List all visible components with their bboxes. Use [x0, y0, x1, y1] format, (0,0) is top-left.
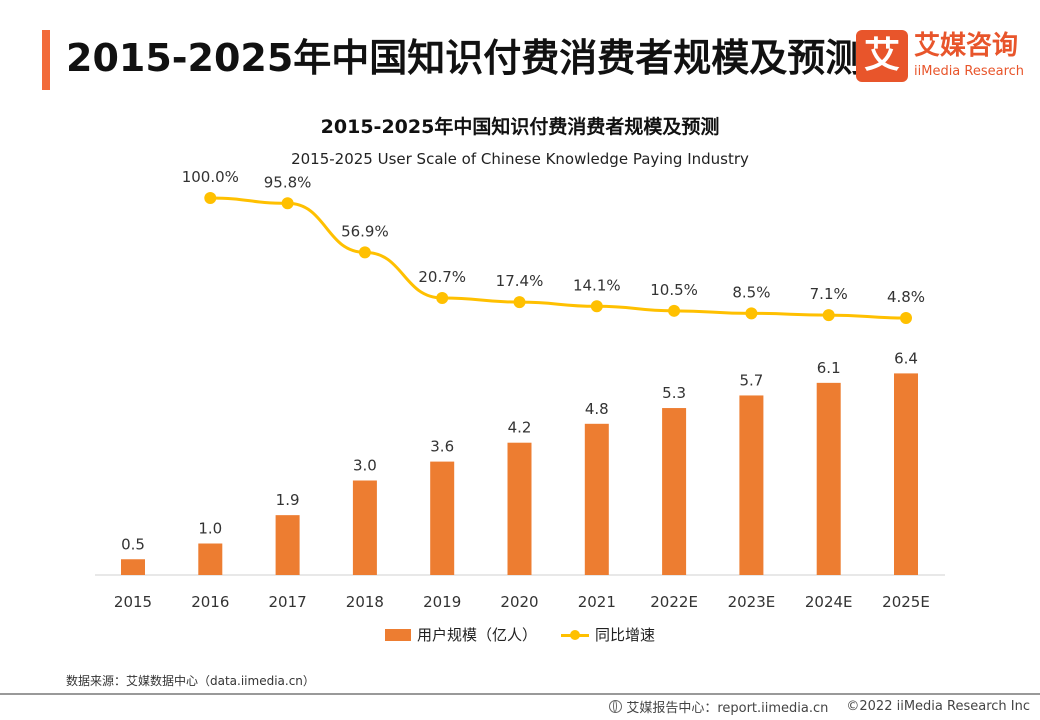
- globe-icon: [609, 700, 623, 713]
- growth-label-2022E: 10.5%: [650, 281, 698, 299]
- bar-2024E: [816, 382, 841, 575]
- bar-label-2020: 4.2: [508, 419, 532, 437]
- bar-label-2015: 0.5: [121, 535, 145, 553]
- x-tick-label-2020: 2020: [500, 593, 538, 611]
- x-tick-label-2024E: 2024E: [805, 593, 853, 611]
- growth-label-2018: 56.9%: [341, 222, 389, 240]
- bar-label-2018: 3.0: [353, 457, 377, 475]
- growth-label-2025E: 4.8%: [887, 288, 925, 306]
- growth-point-2019: [436, 291, 449, 304]
- growth-point-2022E: [668, 304, 681, 317]
- legend-bar-label: 用户规模（亿人）: [416, 626, 537, 644]
- legend-item-line: 同比增速: [561, 624, 655, 645]
- growth-label-2023E: 8.5%: [732, 283, 770, 301]
- bar-2022E: [662, 408, 687, 575]
- legend-line-swatch: [561, 629, 589, 641]
- bar-2020: [507, 442, 532, 575]
- bar-label-2016: 1.0: [198, 520, 222, 538]
- x-tick-label-2017: 2017: [269, 593, 307, 611]
- growth-label-2020: 17.4%: [496, 272, 544, 290]
- x-tick-label-2025E: 2025E: [882, 593, 930, 611]
- growth-label-2021: 14.1%: [573, 276, 621, 294]
- report-center-link[interactable]: 艾媒报告中心：report.iimedia.cn: [626, 701, 829, 716]
- legend-item-bar: 用户规模（亿人）: [384, 624, 537, 645]
- growth-label-2016: 100.0%: [182, 168, 239, 186]
- footer-bar: 艾媒报告中心：report.iimedia.cn ©2022 iiMedia R…: [609, 697, 1030, 716]
- bar-2021: [584, 423, 609, 575]
- bar-2019: [430, 461, 455, 575]
- growth-point-2024E: [822, 309, 835, 322]
- x-tick-label-2019: 2019: [423, 593, 461, 611]
- bar-label-2021: 4.8: [585, 400, 609, 418]
- growth-point-2025E: [900, 312, 912, 324]
- x-tick-label-2021: 2021: [578, 593, 616, 611]
- logo-mark-icon: 艾: [856, 30, 908, 82]
- x-tick-label-2023E: 2023E: [728, 593, 776, 611]
- bar-2023E: [739, 395, 764, 575]
- growth-label-2019: 20.7%: [418, 268, 466, 286]
- legend-bar-swatch: [384, 628, 411, 641]
- bar-2015: [121, 559, 145, 575]
- bar-label-2017: 1.9: [276, 491, 300, 509]
- page-title: 2015-2025年中国知识付费消费者规模及预测: [66, 36, 864, 80]
- chart-subtitle: 2015-2025 User Scale of Chinese Knowledg…: [291, 150, 749, 168]
- growth-rate-line: [210, 196, 907, 320]
- bar-2018: [352, 480, 377, 575]
- bar-2025E: [894, 373, 918, 575]
- chart-legend: 用户规模（亿人） 同比增速: [0, 624, 1040, 645]
- footer-divider: [0, 693, 1040, 695]
- bar-2017: [275, 515, 300, 575]
- x-tick-label-2016: 2016: [191, 593, 229, 611]
- bar-label-2024E: 6.1: [817, 359, 841, 377]
- growth-label-2017: 95.8%: [264, 173, 312, 191]
- growth-point-2017: [281, 197, 294, 210]
- logo-text-en: iiMedia Research: [914, 64, 1025, 79]
- x-tick-label-2018: 2018: [346, 593, 384, 611]
- growth-point-2020: [513, 296, 526, 309]
- growth-point-2016: [204, 192, 217, 204]
- bar-2016: [198, 543, 223, 575]
- bar-label-2025E: 6.4: [894, 349, 918, 367]
- copyright-text: ©2022 iiMedia Research Inc: [846, 699, 1030, 714]
- combo-chart: 0.5 2015 1.0 2016 1.9 2017 3.0 2018 3.6 2019 4.2 20…: [95, 168, 945, 611]
- brand-logo: 艾 艾媒咨询 iiMedia Research: [856, 30, 1026, 86]
- x-tick-label-2022E: 2022E: [650, 593, 698, 611]
- growth-label-2024E: 7.1%: [810, 285, 848, 303]
- legend-line-label: 同比增速: [595, 626, 656, 644]
- growth-point-2021: [590, 300, 603, 313]
- x-tick-label-2015: 2015: [114, 593, 152, 611]
- growth-point-2018: [358, 246, 371, 259]
- data-source-note: 数据来源：艾媒数据中心（data.iimedia.cn）: [66, 674, 315, 688]
- growth-point-2023E: [745, 307, 758, 320]
- title-accent-bar: [42, 30, 50, 90]
- bar-label-2022E: 5.3: [662, 384, 686, 402]
- bar-label-2019: 3.6: [430, 438, 454, 456]
- chart-title: 2015-2025年中国知识付费消费者规模及预测: [320, 116, 720, 138]
- logo-text-cn: 艾媒咨询: [914, 31, 1019, 61]
- bar-label-2023E: 5.7: [739, 371, 763, 389]
